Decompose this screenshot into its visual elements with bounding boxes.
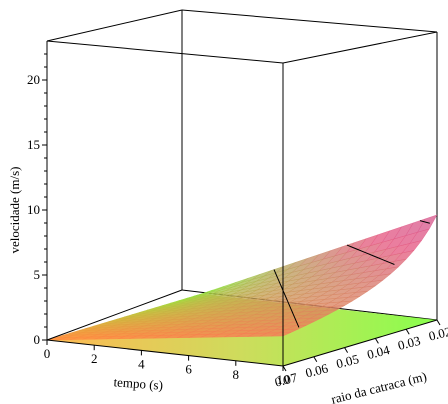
bounding-box-front: [46, 31, 438, 367]
y-tick-mark: [344, 347, 349, 353]
x-tick-label: 4: [138, 356, 145, 371]
y-axis-label: raio da catraca (m): [330, 369, 429, 404]
z-tick-label: 20: [27, 72, 40, 87]
box-edge-top-right: [181, 9, 438, 33]
x-tick-label: 0: [44, 346, 51, 361]
box-edge-floor-left: [46, 289, 183, 341]
z-axis-ticks: 0 5 10 15 20: [27, 53, 47, 347]
box-edge-top-right-front: [282, 31, 438, 64]
z-tick-label: 0: [34, 332, 41, 347]
box-edge-top-back: [46, 9, 183, 42]
x-tick-label: 2: [91, 351, 98, 366]
x-axis-ticks: 0 2 4 6 8 10: [44, 340, 290, 387]
y-tick-mark: [313, 356, 318, 363]
y-tick-label: 0.04: [365, 342, 391, 362]
y-tick-mark: [436, 319, 441, 326]
surface-patch: [271, 332, 291, 337]
y-tick-label: 0.02: [427, 324, 448, 344]
z-tick-label: 5: [34, 267, 41, 282]
z-tick-label: 15: [27, 137, 40, 152]
y-tick-label: 0.03: [396, 333, 422, 353]
x-axis-label: tempo (s): [113, 374, 163, 392]
y-tick-mark: [282, 365, 287, 372]
surface-contour-line: [419, 220, 430, 224]
y-tick-mark: [374, 338, 379, 344]
box-edge-floor-right: [282, 319, 438, 367]
box-edge-top-front: [46, 40, 284, 64]
y-axis-ticks: 0.07 0.06 0.05 0.04 0.03 0.02: [273, 319, 448, 390]
y-tick-label: 0.05: [335, 351, 361, 371]
x-tick-label: 8: [233, 367, 240, 382]
z-tick-label: 10: [27, 202, 40, 217]
surface-contour-line: [273, 269, 300, 328]
x-tick-label: 6: [185, 362, 192, 377]
z-axis-label: velocidade (m/s): [7, 167, 22, 254]
surface: [46, 214, 438, 366]
y-tick-mark: [405, 328, 410, 335]
y-tick-label: 0.06: [304, 360, 330, 380]
box-edge-floor-front: [46, 339, 284, 367]
x-tick-label: 10: [277, 372, 290, 387]
surface-contour-line: [346, 244, 395, 265]
y-tick-label: 0.07: [273, 369, 299, 389]
